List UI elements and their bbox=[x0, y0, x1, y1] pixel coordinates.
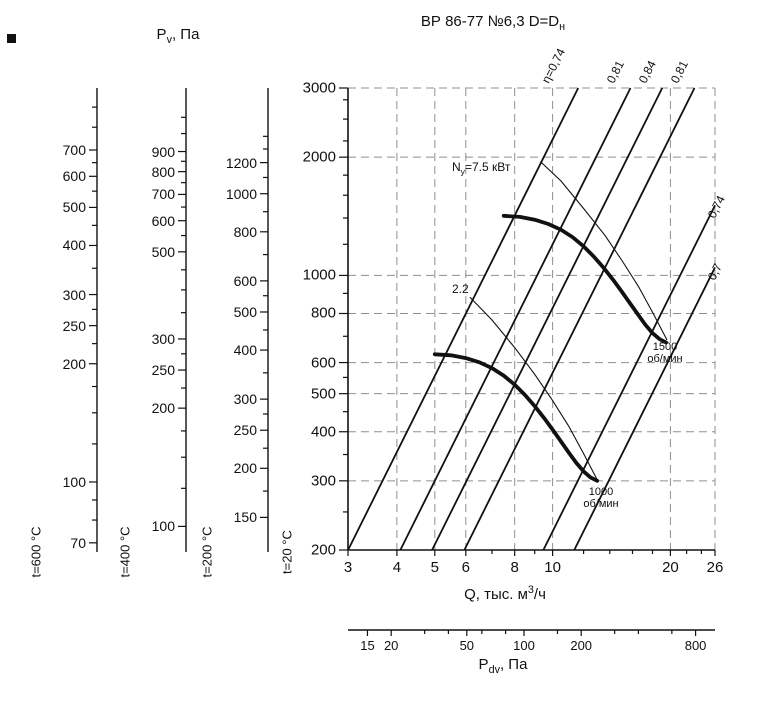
q-axis-title: Q, тыс. м3/ч bbox=[464, 584, 546, 603]
power-curve bbox=[469, 296, 598, 480]
rpm-curve bbox=[501, 213, 668, 345]
pv-axis-title-rest: , Па bbox=[171, 26, 200, 43]
power-curve bbox=[539, 161, 668, 341]
q-axis-title-sup: 3 bbox=[527, 584, 534, 596]
chart-title: ВР 86-77 №6,3 D=Dн bbox=[421, 13, 565, 33]
pv-axis-title-sub: v bbox=[166, 34, 172, 46]
chart-title-subscript: н bbox=[559, 21, 566, 33]
pdv-axis-title-rest: , Па bbox=[499, 656, 528, 673]
pdv-axis-title: Pdv, Па bbox=[479, 656, 528, 676]
efficiency-line bbox=[431, 87, 664, 551]
pdv-axis-title-main: P bbox=[478, 656, 489, 673]
corner-mark bbox=[7, 34, 16, 43]
q-axis-title-rest: /ч bbox=[533, 586, 546, 603]
rpm-curve bbox=[432, 352, 600, 483]
pdv-axis-title-sub: dv bbox=[488, 664, 500, 676]
efficiency-line bbox=[463, 87, 696, 551]
pv-axis-title: Pv, Па bbox=[157, 26, 200, 46]
efficiency-line bbox=[573, 267, 716, 551]
chart-title-text: ВР 86-77 №6,3 D=D bbox=[420, 13, 560, 30]
efficiency-line bbox=[347, 87, 580, 551]
q-axis-title-main: Q, тыс. м bbox=[464, 586, 528, 603]
pv-axis-title-main: P bbox=[156, 26, 167, 43]
efficiency-line bbox=[399, 87, 632, 551]
efficiency-line bbox=[542, 205, 716, 551]
